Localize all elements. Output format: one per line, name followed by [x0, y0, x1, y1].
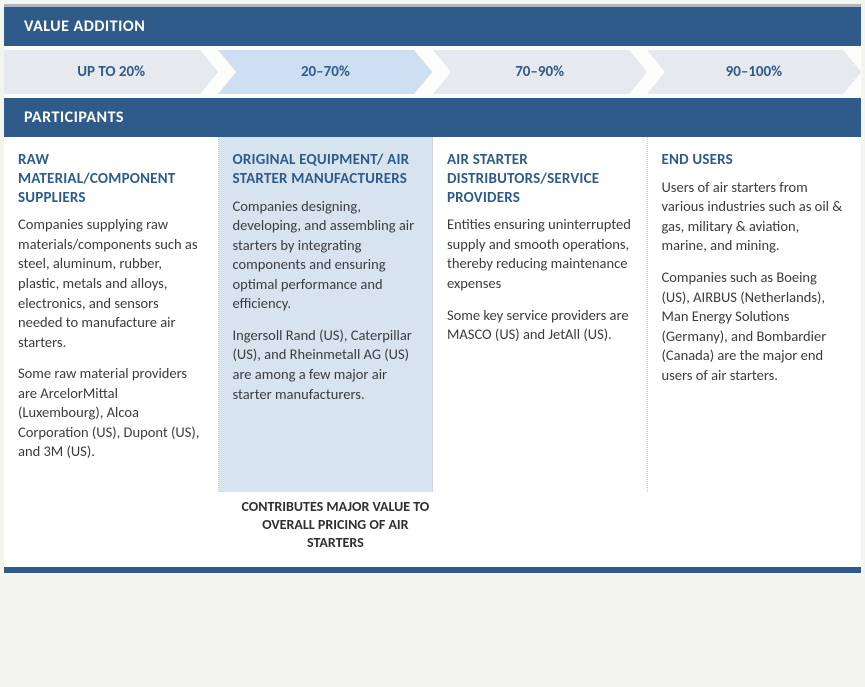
column-title: RAW MATERIAL/COMPONENT SUPPLIERS: [18, 151, 204, 207]
column-title: AIR STARTER DISTRIBUTORS/SERVICE PROVIDE…: [447, 151, 633, 207]
bottom-border: [4, 567, 861, 573]
arrow-label: 20–70%: [301, 63, 350, 81]
arrow-row: UP TO 20% 20–70% 70–90% 90–100%: [4, 46, 861, 98]
column-paragraph: Users of air starters from various indus…: [662, 178, 848, 256]
participant-column-0: RAW MATERIAL/COMPONENT SUPPLIERS Companie…: [4, 137, 219, 492]
arrow-label: 90–100%: [726, 63, 782, 81]
header-participants: PARTICIPANTS: [4, 98, 861, 137]
arrow-stage-3: 90–100%: [647, 50, 861, 94]
header-value-addition: VALUE ADDITION: [4, 7, 861, 46]
column-paragraph: Some raw material providers are ArcelorM…: [18, 364, 204, 462]
arrow-stage-0: UP TO 20%: [4, 50, 218, 94]
footnote-row: CONTRIBUTES MAJOR VALUE TO OVERALL PRICI…: [4, 492, 861, 567]
participant-column-1: ORIGINAL EQUIPMENT/ AIR STARTER MANUFACT…: [219, 137, 434, 492]
footnote-spacer-left: [4, 492, 198, 567]
participant-column-2: AIR STARTER DISTRIBUTORS/SERVICE PROVIDE…: [433, 137, 648, 492]
column-paragraph: Some key service providers are MASCO (US…: [447, 306, 633, 345]
column-paragraph: Entities ensuring uninterrupted supply a…: [447, 215, 633, 293]
column-title: ORIGINAL EQUIPMENT/ AIR STARTER MANUFACT…: [233, 151, 419, 189]
columns-row: RAW MATERIAL/COMPONENT SUPPLIERS Companie…: [4, 137, 861, 492]
footnote-spacer-right: [667, 492, 861, 567]
column-paragraph: Companies such as Boeing (US), AIRBUS (N…: [662, 268, 848, 385]
column-paragraph: Companies designing, developing, and ass…: [233, 197, 419, 314]
footnote-text: CONTRIBUTES MAJOR VALUE TO OVERALL PRICI…: [242, 498, 430, 551]
footnote-spacer-mid: [473, 492, 667, 567]
footnote: CONTRIBUTES MAJOR VALUE TO OVERALL PRICI…: [198, 492, 472, 567]
participant-column-3: END USERS Users of air starters from vari…: [648, 137, 862, 492]
column-title: END USERS: [662, 151, 848, 170]
header-value-addition-text: VALUE ADDITION: [24, 17, 145, 36]
arrow-label: 70–90%: [515, 63, 564, 81]
arrow-stage-2: 70–90%: [433, 50, 647, 94]
value-chain-container: VALUE ADDITION UP TO 20% 20–70% 70–90% 90–1…: [4, 4, 861, 573]
column-paragraph: Ingersoll Rand (US), Caterpillar (US), a…: [233, 326, 419, 404]
column-paragraph: Companies supplying raw materials/compon…: [18, 215, 204, 352]
header-participants-text: PARTICIPANTS: [24, 108, 124, 127]
arrow-stage-1: 20–70%: [218, 50, 432, 94]
arrow-label: UP TO 20%: [77, 63, 145, 81]
